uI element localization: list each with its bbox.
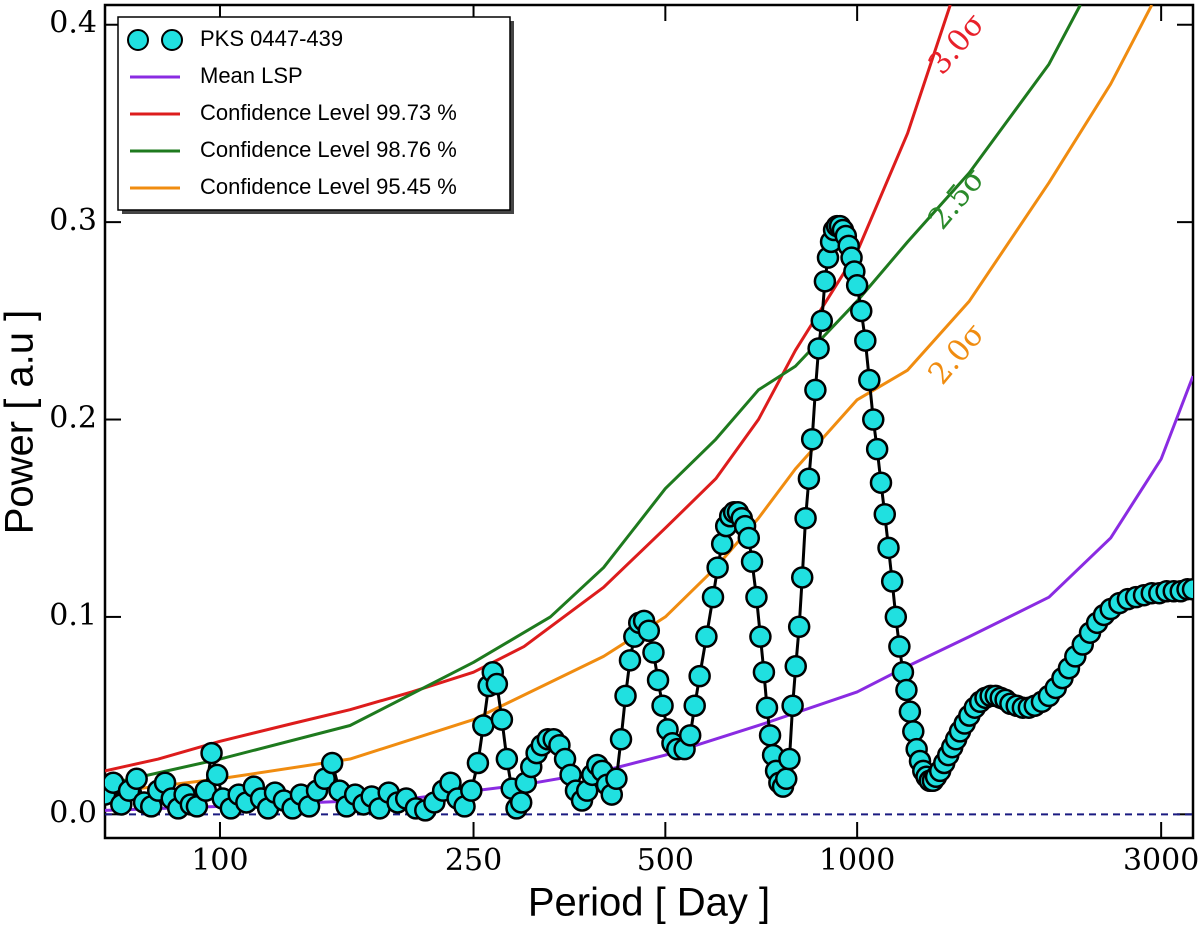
data-point — [618, 649, 642, 672]
series-line — [105, 5, 1154, 795]
legend-marker — [161, 29, 183, 51]
x-tick-label: 100 — [191, 843, 248, 878]
data-point — [745, 585, 768, 609]
data-point — [845, 274, 869, 297]
x-axis-label: Period [ Day ] — [528, 881, 770, 925]
data-point — [614, 684, 637, 708]
data-point — [205, 763, 229, 787]
data-point — [810, 309, 834, 333]
data-point — [877, 536, 900, 560]
legend-label: Confidence Level 99.73 % — [200, 100, 457, 125]
legend-label: PKS 0447-439 — [200, 26, 343, 51]
data-point — [755, 696, 779, 719]
data-point — [778, 747, 801, 771]
x-tick-label: 3000 — [1123, 843, 1199, 878]
legend-box — [117, 16, 511, 211]
data-point — [642, 641, 665, 664]
data-point — [509, 791, 533, 814]
annotation: 3.0σ — [922, 7, 993, 82]
data-point — [637, 619, 661, 642]
plot-area — [105, 5, 1193, 822]
data-point — [490, 708, 514, 731]
data-point — [651, 694, 674, 717]
y-tick-label: 0.0 — [49, 795, 97, 830]
data-point — [695, 625, 718, 648]
legend-label: Mean LSP — [200, 63, 303, 88]
data-point — [895, 678, 918, 702]
data-point — [858, 368, 881, 392]
annotation: 2.5σ — [922, 162, 993, 237]
data-point — [888, 635, 911, 658]
data-point — [485, 672, 509, 696]
data-point — [850, 299, 873, 323]
data-point — [740, 550, 764, 573]
data-point — [804, 378, 827, 402]
y-tick-label: 0.2 — [49, 401, 97, 436]
data-point — [873, 503, 897, 526]
y-tick-label: 0.4 — [49, 6, 97, 41]
data-point — [125, 767, 148, 791]
data-point — [813, 270, 837, 293]
data-point — [320, 751, 344, 775]
data-point — [784, 655, 807, 678]
data-point — [781, 694, 804, 717]
x-tick-label: 1000 — [819, 843, 895, 878]
data-point — [200, 741, 223, 765]
data-point — [605, 767, 628, 791]
legend-label: Confidence Level 95.45 % — [200, 174, 457, 199]
data-point — [495, 747, 519, 771]
data-point — [807, 337, 830, 360]
data-point — [688, 664, 711, 688]
plot-frame — [103, 3, 1195, 840]
data-point — [800, 428, 824, 451]
data-point — [749, 625, 772, 648]
annotation: 2.0σ — [922, 317, 993, 392]
data-point — [880, 570, 904, 593]
data-point — [646, 668, 670, 692]
data-point — [678, 724, 702, 747]
data-point — [706, 556, 729, 579]
data-point — [884, 605, 908, 629]
data-point — [472, 714, 495, 737]
series-line — [105, 5, 952, 773]
data-point — [460, 779, 483, 802]
data-point — [797, 467, 821, 490]
data-point — [609, 728, 633, 751]
data-point — [752, 660, 776, 684]
data-point — [758, 724, 782, 747]
data-point — [862, 408, 885, 431]
x-tick-label: 250 — [445, 843, 502, 878]
data-point — [898, 700, 922, 723]
data-point — [1181, 578, 1193, 601]
legend-marker — [127, 29, 149, 51]
connector-line — [105, 224, 1193, 812]
x-tick-label: 500 — [637, 843, 694, 878]
series-line — [105, 5, 1082, 787]
data-point — [865, 437, 889, 461]
data-point — [891, 660, 915, 684]
legend-label: Confidence Level 98.76 % — [200, 137, 457, 162]
data-point — [794, 506, 817, 530]
y-tick-label: 0.3 — [49, 203, 97, 238]
data-point — [683, 694, 706, 717]
data-point — [902, 720, 925, 743]
data-point — [854, 329, 877, 352]
y-tick-label: 0.1 — [49, 598, 97, 633]
data-point — [737, 526, 761, 550]
data-point — [701, 585, 725, 609]
y-axis-label: Power [ a.u ] — [0, 310, 42, 535]
data-point — [869, 471, 893, 494]
data-point — [790, 566, 814, 589]
data-point — [466, 751, 490, 775]
data-point — [787, 615, 811, 639]
data-point — [775, 767, 798, 791]
